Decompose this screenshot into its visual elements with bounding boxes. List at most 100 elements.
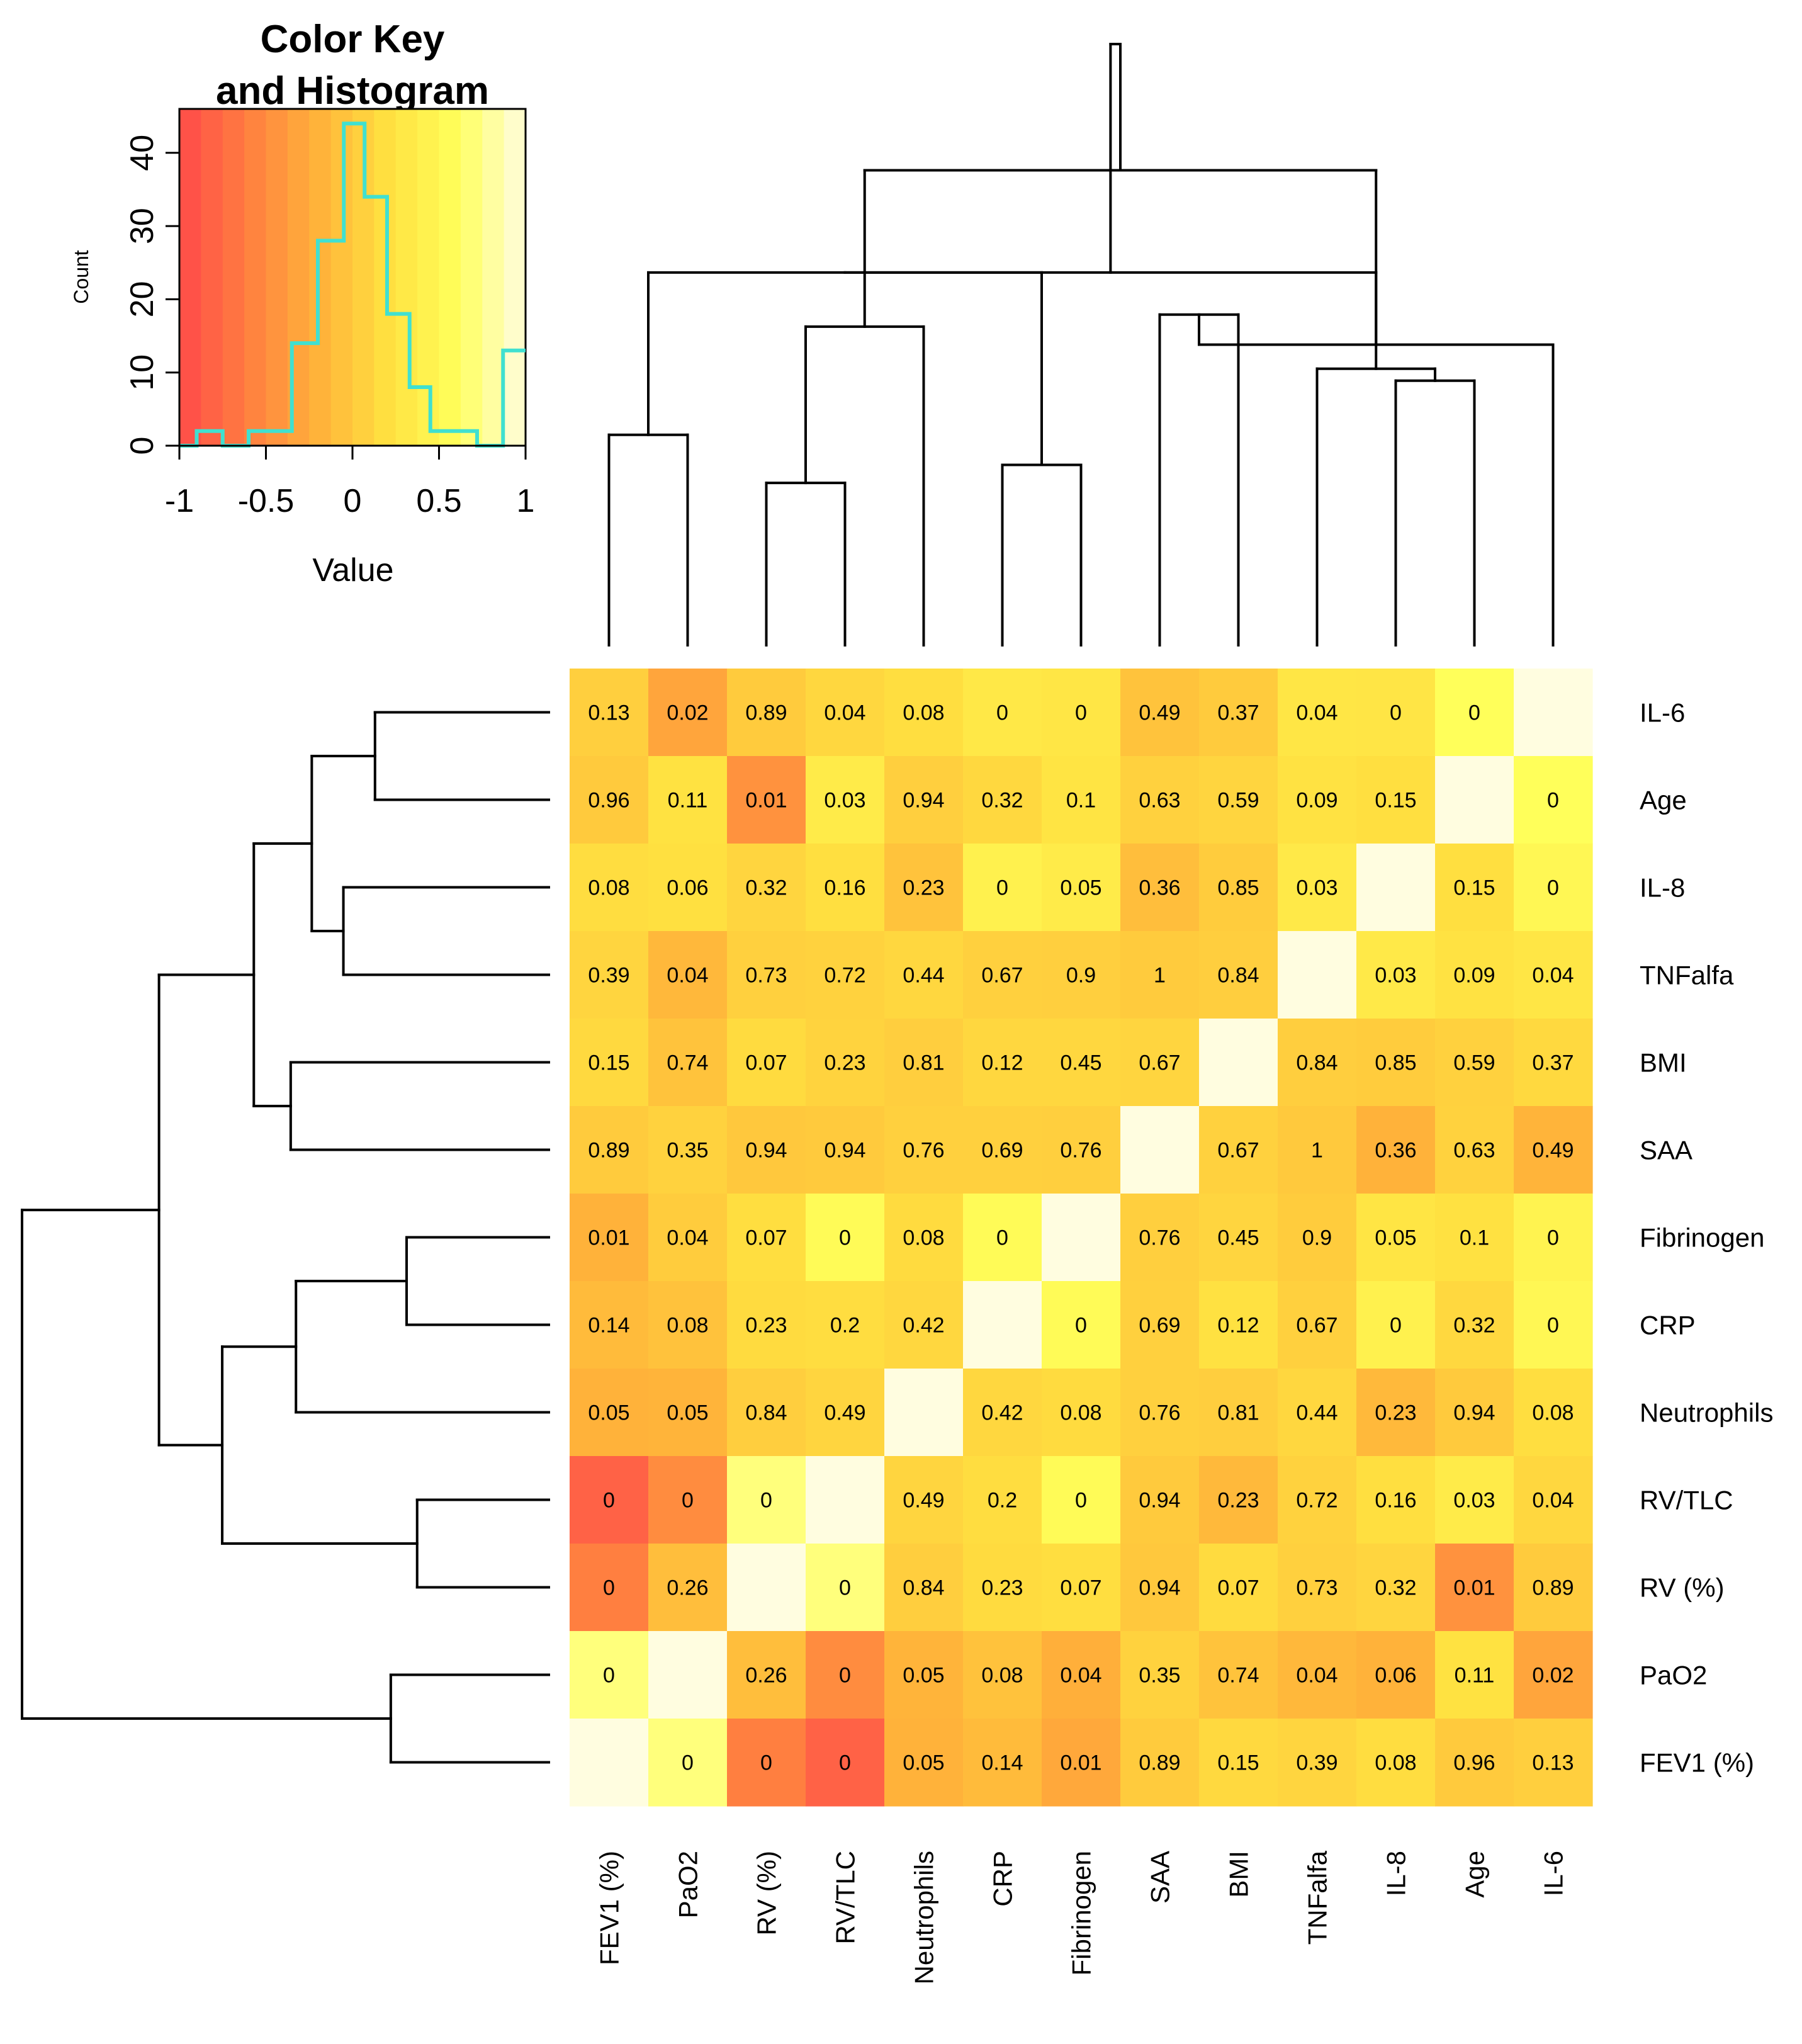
heatmap-cell <box>570 1631 649 1719</box>
cell-label: 0.15 <box>1453 876 1495 900</box>
cell-label: 0.08 <box>903 701 944 725</box>
heatmap-cell <box>727 1456 806 1544</box>
heatmap-cell <box>1042 669 1121 757</box>
cell-label: 0.11 <box>668 789 708 813</box>
y-tick-label: 10 <box>124 354 160 391</box>
cell-label: 0.49 <box>903 1489 944 1513</box>
heatmap-cell <box>727 1194 806 1282</box>
cell-label: 0.67 <box>1217 1139 1259 1163</box>
heatmap-cell <box>1435 844 1514 932</box>
cell-label: 0.15 <box>588 1051 629 1075</box>
heatmap-cell <box>1199 1544 1278 1632</box>
column-label: IL-6 <box>1539 1851 1568 1896</box>
heatmap-cell <box>648 669 728 757</box>
cell-label: 0.84 <box>1296 1051 1337 1075</box>
heatmap-cell <box>648 1719 728 1807</box>
cell-label: 0.03 <box>1375 964 1416 988</box>
heatmap-cell <box>806 1019 885 1107</box>
heatmap-cell <box>1120 756 1200 844</box>
heatmap-cell <box>1120 1369 1200 1457</box>
heatmap-cell <box>806 1106 885 1194</box>
row-label: IL-8 <box>1640 873 1685 903</box>
cell-label: 0.74 <box>667 1051 708 1075</box>
column-label: TNFalfa <box>1303 1850 1332 1945</box>
column-label: RV (%) <box>752 1851 782 1936</box>
heatmap-cell <box>727 1106 806 1194</box>
cell-label: 0.04 <box>1060 1664 1101 1688</box>
column-label: Fibrinogen <box>1067 1851 1096 1975</box>
cell-label: 0.26 <box>667 1576 708 1600</box>
cell-label: 0.23 <box>824 1051 865 1075</box>
column-labels: FEV1 (%) PaO2 RV (%) RV/TLC Neutrophils CRP Fi… <box>595 1850 1568 1984</box>
heatmap-cell <box>1435 1281 1514 1369</box>
heatmap-cell <box>1199 931 1278 1019</box>
cell-label: 0 <box>1075 701 1087 725</box>
cell-label: 0.16 <box>824 876 865 900</box>
cell-label: 0.08 <box>981 1664 1023 1688</box>
cell-label: 0.32 <box>745 876 787 900</box>
cell-label: 0.67 <box>1139 1051 1180 1075</box>
cell-label: 0.15 <box>1375 789 1416 813</box>
cell-label: 0.15 <box>1217 1751 1259 1775</box>
cell-label: 0.04 <box>667 964 708 988</box>
cell-label: 0.67 <box>1296 1314 1337 1338</box>
heatmap-cell <box>884 1719 964 1807</box>
cell-label: 0.89 <box>588 1139 629 1163</box>
cell-label: 0.85 <box>1217 876 1259 900</box>
cell-label: 0.04 <box>1532 964 1574 988</box>
column-label: BMI <box>1224 1851 1254 1898</box>
cell-label: 0.04 <box>667 1226 708 1250</box>
cell-label: 0.06 <box>1375 1664 1416 1688</box>
heatmap-cell <box>963 844 1042 932</box>
cell-label: 0.72 <box>1296 1489 1337 1513</box>
cell-label: 0.94 <box>903 789 944 813</box>
heatmap-cell <box>1120 1106 1200 1194</box>
cell-label: 0.39 <box>1296 1751 1337 1775</box>
x-tick-label: -1 <box>165 483 194 519</box>
heatmap-cell <box>648 1106 728 1194</box>
heatmap-cell <box>1514 1544 1593 1632</box>
cell-label: 0.9 <box>1302 1226 1332 1250</box>
cell-label: 0.01 <box>745 789 787 813</box>
heatmap-cells: 0.13 0.02 0.89 0.04 0.08 0 0 0.49 0.37 0.04 0 0 0.96… <box>570 669 1593 1807</box>
cell-label: 0.96 <box>1453 1751 1495 1775</box>
heatmap-cell <box>1120 844 1200 932</box>
cell-label: 0.1 <box>1066 789 1096 813</box>
heatmap-cell <box>1199 1019 1278 1107</box>
heatmap-cell <box>1435 1456 1514 1544</box>
cell-label: 0.9 <box>1066 964 1096 988</box>
cell-label: 0.05 <box>1060 876 1101 900</box>
heatmap-cell <box>570 1106 649 1194</box>
heatmap-cell <box>1356 844 1436 932</box>
cell-label: 0.63 <box>1453 1139 1495 1163</box>
heatmap-cell <box>1514 1719 1593 1807</box>
cell-label: 0 <box>1468 701 1480 725</box>
y-tick-label: 0 <box>124 437 160 455</box>
key-color-strip <box>179 109 201 446</box>
cell-label: 0.05 <box>1375 1226 1416 1250</box>
cell-label: 0.35 <box>667 1139 708 1163</box>
heatmap-cell <box>1435 1544 1514 1632</box>
heatmap-cell <box>806 756 885 844</box>
cell-label: 0.03 <box>1296 876 1337 900</box>
cell-label: 0.09 <box>1453 964 1495 988</box>
cell-label: 0.42 <box>981 1401 1023 1425</box>
heatmap-cell <box>1514 1369 1593 1457</box>
cell-label: 0.69 <box>1139 1314 1180 1338</box>
heatmap-cell <box>1435 1019 1514 1107</box>
heatmap-cell <box>884 931 964 1019</box>
heatmap-cell <box>1514 756 1593 844</box>
heatmap-cell <box>806 931 885 1019</box>
heatmap-cell <box>1278 1544 1357 1632</box>
heatmap-cell <box>648 1019 728 1107</box>
column-label: SAA <box>1146 1851 1175 1904</box>
heatmap-cell <box>1435 1719 1514 1807</box>
cell-label: 0.89 <box>1139 1751 1180 1775</box>
key-color-strip <box>266 109 288 446</box>
heatmap-cell <box>1120 1019 1200 1107</box>
heatmap-cell <box>806 1281 885 1369</box>
cell-label: 0.01 <box>1453 1576 1495 1600</box>
key-color-strip <box>439 109 461 446</box>
cell-label: 0.81 <box>903 1051 944 1075</box>
